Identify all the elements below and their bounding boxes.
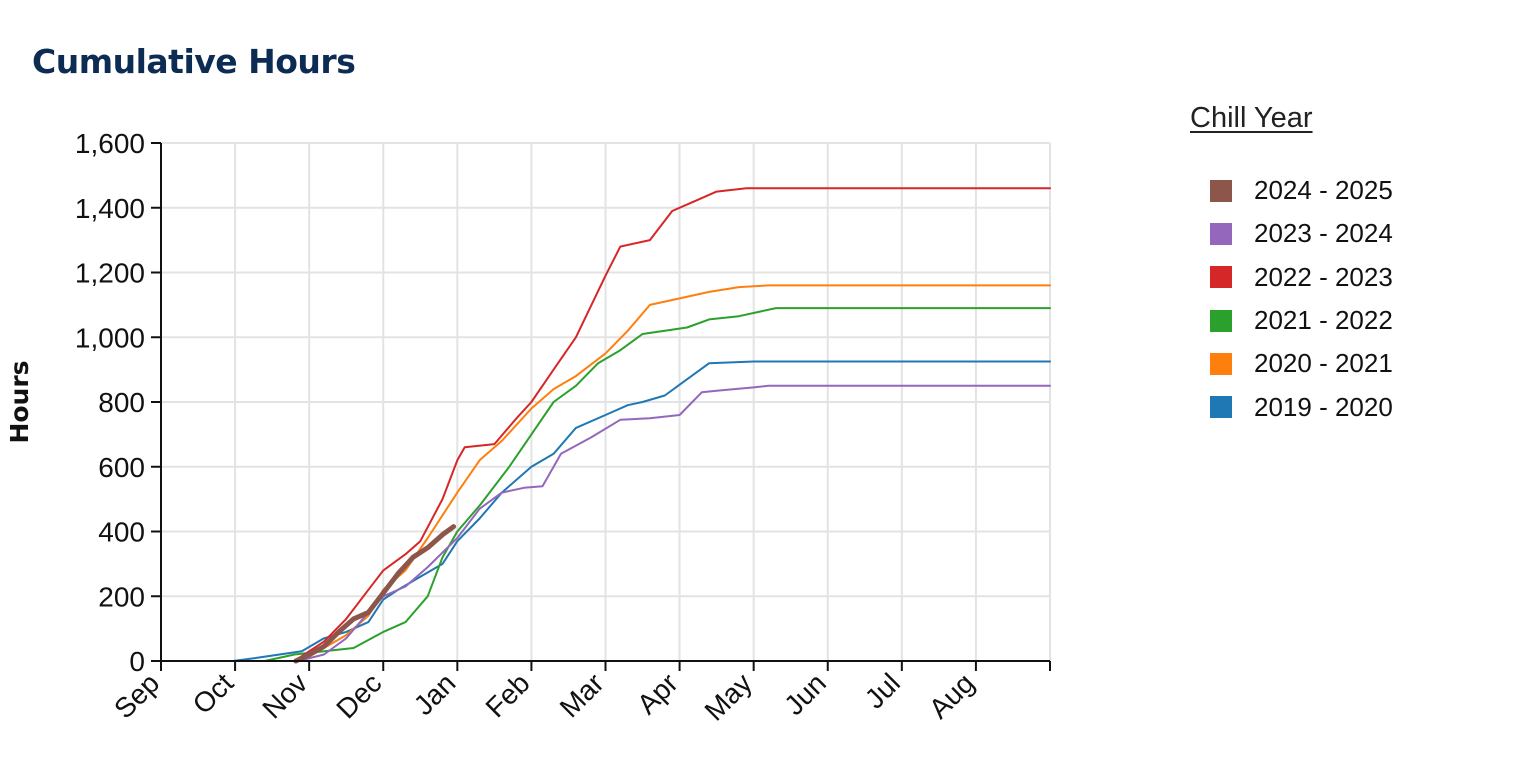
legend-item[interactable]: 2020 - 2021 bbox=[1210, 342, 1393, 385]
y-tick-label: 0 bbox=[129, 646, 145, 677]
x-tick-label: Sep bbox=[108, 667, 165, 724]
x-tick-label: Oct bbox=[187, 667, 240, 720]
x-tick-label: Mar bbox=[554, 667, 610, 723]
legend-swatch bbox=[1210, 222, 1232, 245]
x-tick-label: Nov bbox=[256, 667, 313, 724]
legend-item[interactable]: 2024 - 2025 bbox=[1210, 169, 1393, 212]
y-tick-label: 800 bbox=[98, 387, 145, 418]
y-axis-label: Hours bbox=[5, 360, 34, 443]
x-tick-label: Jun bbox=[778, 667, 832, 721]
legend: Chill Year 2024 - 2025 2023 - 2024 2022 - … bbox=[1190, 102, 1393, 429]
grid bbox=[161, 142, 1051, 661]
legend-swatch bbox=[1210, 309, 1232, 332]
y-tick-label: 400 bbox=[98, 517, 145, 548]
y-tick-label: 1,600 bbox=[75, 128, 145, 159]
series-line-2022-2023 bbox=[293, 187, 1051, 662]
y-tick-label: 1,200 bbox=[75, 258, 145, 289]
y-tick-label: 1,000 bbox=[75, 322, 145, 353]
legend-label: 2023 - 2024 bbox=[1254, 218, 1393, 249]
series-line-2020-2021 bbox=[300, 284, 1051, 662]
x-tick-label: May bbox=[699, 667, 758, 726]
y-tick-label: 200 bbox=[98, 581, 145, 612]
legend-label: 2021 - 2022 bbox=[1254, 305, 1393, 336]
chart-title: Cumulative Hours bbox=[32, 42, 356, 81]
x-tick-label: Jul bbox=[859, 667, 906, 714]
legend-item[interactable]: 2023 - 2024 bbox=[1210, 212, 1393, 255]
legend-swatch bbox=[1210, 396, 1232, 419]
legend-label: 2024 - 2025 bbox=[1254, 175, 1393, 206]
legend-title: Chill Year bbox=[1190, 102, 1313, 134]
axes: 0 200 400 600 800 1,000 1,200 1,400 1,600 Sep Oct N… bbox=[75, 128, 1051, 727]
legend-item[interactable]: 2019 - 2020 bbox=[1210, 385, 1393, 428]
series-lines bbox=[231, 187, 1051, 664]
series-line-2023-2024 bbox=[297, 384, 1051, 662]
legend-label: 2022 - 2023 bbox=[1254, 261, 1393, 292]
legend-item[interactable]: 2021 - 2022 bbox=[1210, 299, 1393, 342]
series-line-2019-2020 bbox=[231, 360, 1051, 662]
legend-items: 2024 - 2025 2023 - 2024 2022 - 2023 2021 - … bbox=[1190, 169, 1393, 429]
legend-swatch bbox=[1210, 266, 1232, 289]
legend-label: 2019 - 2020 bbox=[1254, 391, 1393, 422]
legend-swatch bbox=[1210, 352, 1232, 375]
y-tick-label: 1,400 bbox=[75, 193, 145, 224]
legend-swatch bbox=[1210, 179, 1232, 202]
y-tick-label: 600 bbox=[98, 452, 145, 483]
legend-item[interactable]: 2022 - 2023 bbox=[1210, 256, 1393, 299]
x-tick-label: Jan bbox=[408, 667, 462, 721]
x-tick-label: Apr bbox=[631, 667, 684, 720]
x-tick-label: Dec bbox=[330, 667, 387, 724]
series-line-2021-2022 bbox=[263, 307, 1051, 662]
x-tick-label: Feb bbox=[480, 667, 536, 723]
series-line-2024-2025 bbox=[293, 524, 457, 664]
legend-label: 2020 - 2021 bbox=[1254, 348, 1393, 379]
x-tick-label: Aug bbox=[923, 667, 980, 724]
